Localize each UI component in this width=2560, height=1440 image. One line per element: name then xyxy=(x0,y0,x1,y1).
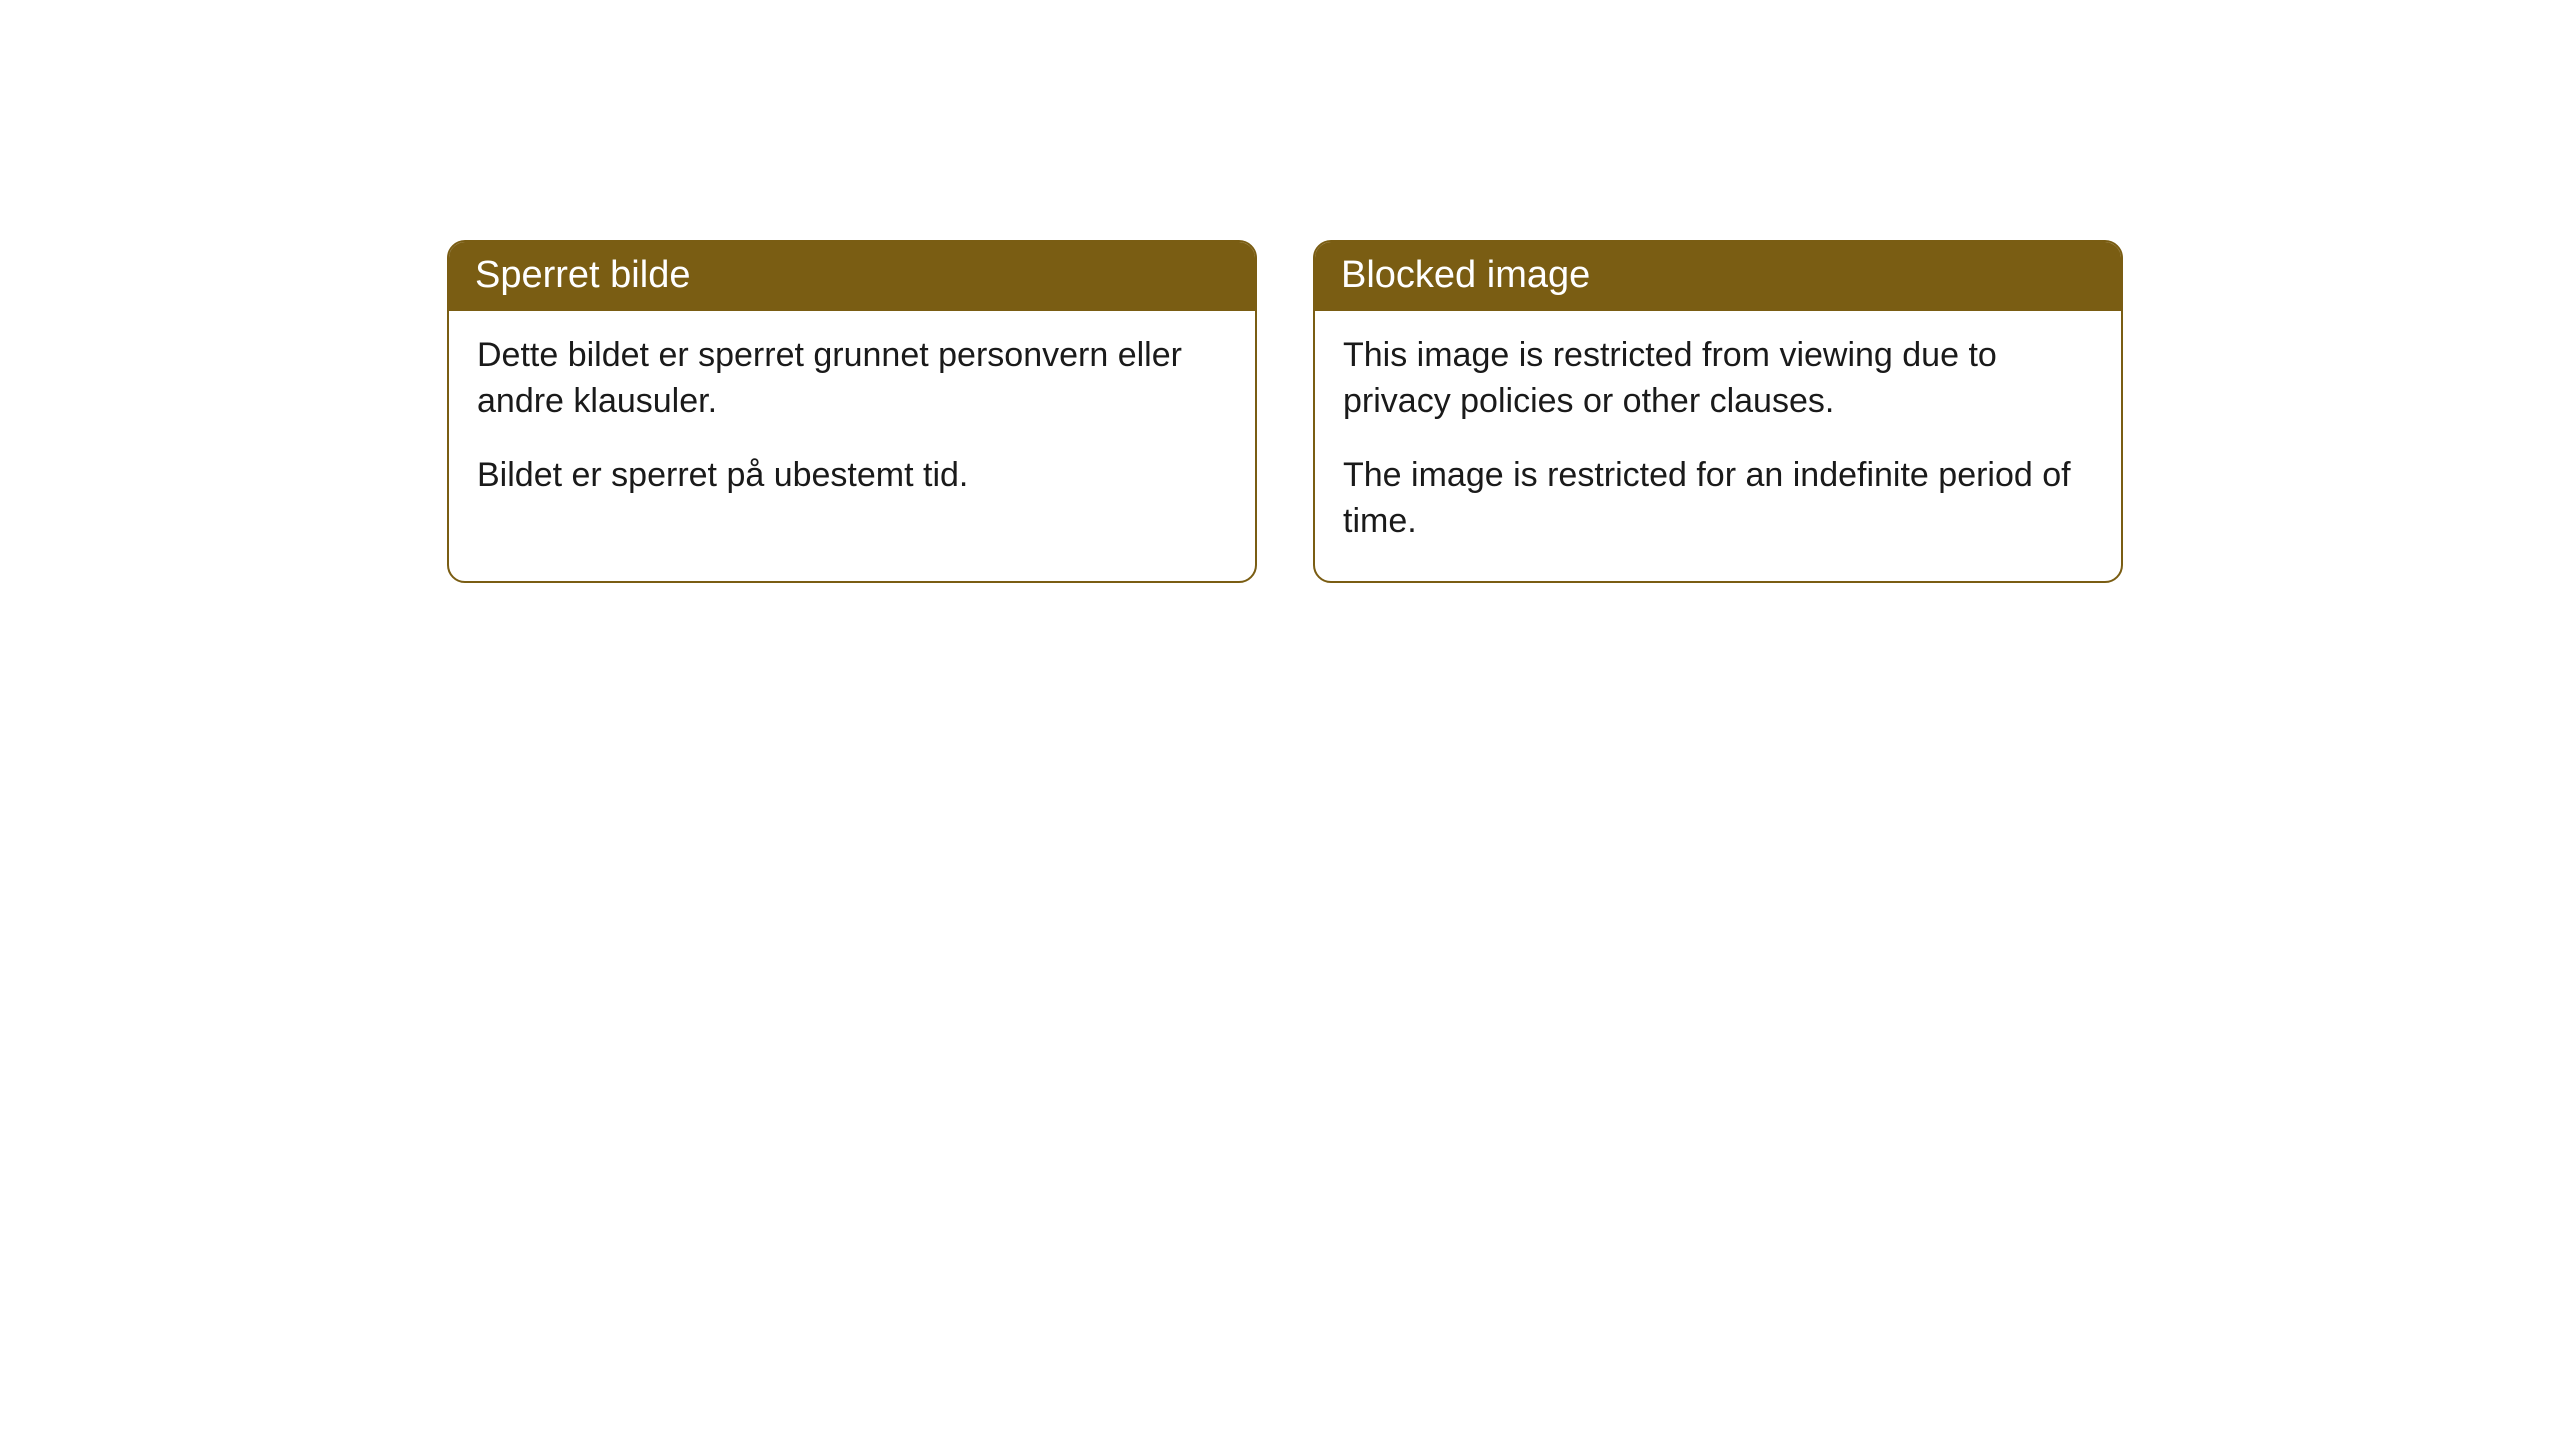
blocked-image-card-en: Blocked image This image is restricted f… xyxy=(1313,240,2123,583)
card-header-no: Sperret bilde xyxy=(449,242,1255,311)
blocked-image-cards: Sperret bilde Dette bildet er sperret gr… xyxy=(447,240,2123,583)
blocked-image-card-no: Sperret bilde Dette bildet er sperret gr… xyxy=(447,240,1257,583)
card-body-no-line1: Dette bildet er sperret grunnet personve… xyxy=(477,333,1227,425)
card-body-en: This image is restricted from viewing du… xyxy=(1315,311,2121,581)
card-body-en-line2: The image is restricted for an indefinit… xyxy=(1343,453,2093,545)
card-body-no-line2: Bildet er sperret på ubestemt tid. xyxy=(477,453,1227,499)
card-body-no: Dette bildet er sperret grunnet personve… xyxy=(449,311,1255,535)
card-body-en-line1: This image is restricted from viewing du… xyxy=(1343,333,2093,425)
card-header-en: Blocked image xyxy=(1315,242,2121,311)
